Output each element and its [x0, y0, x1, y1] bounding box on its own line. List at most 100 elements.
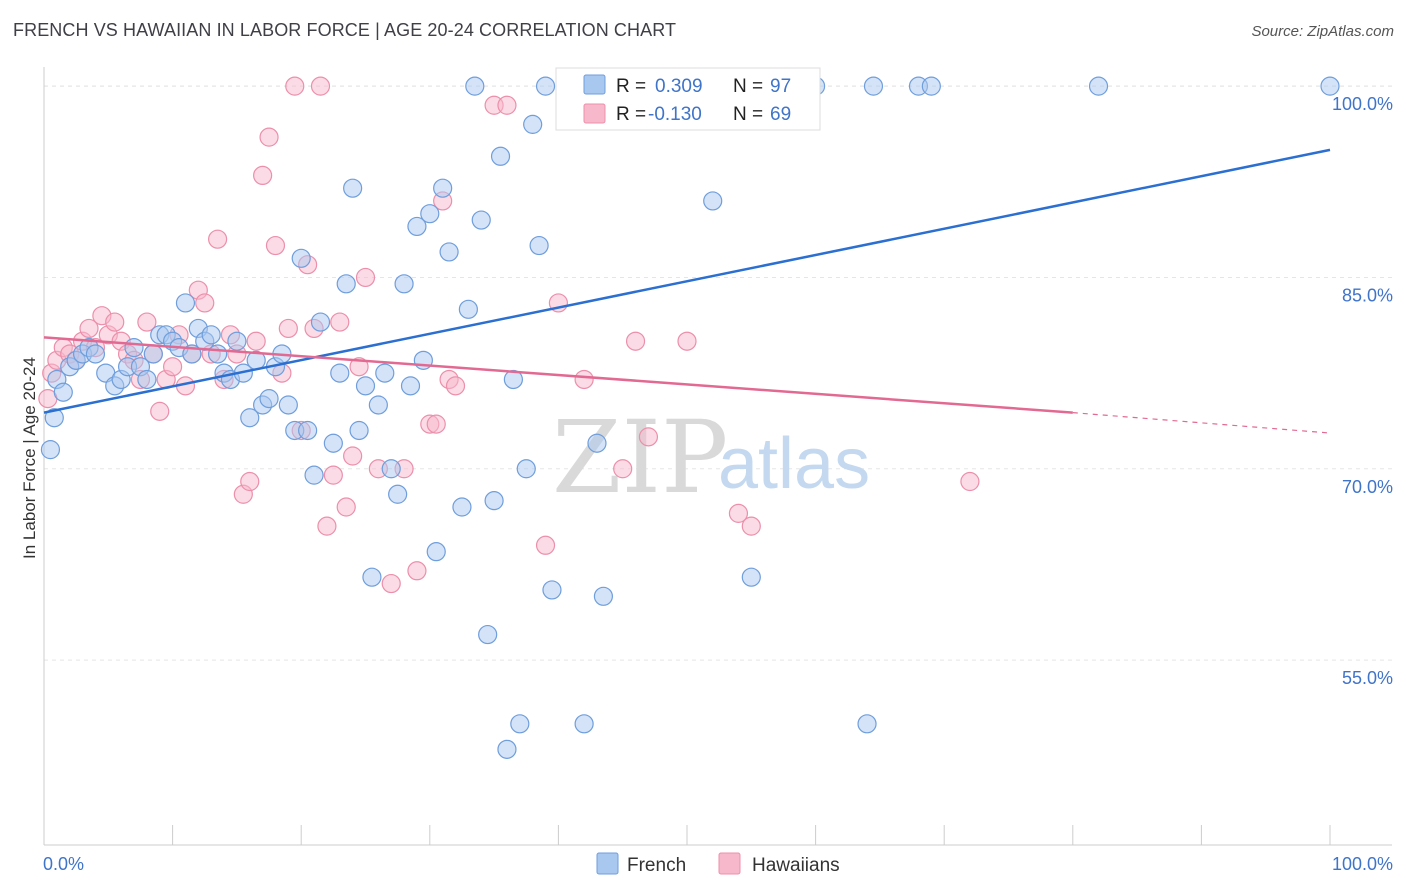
french-point [407, 216, 427, 237]
french-point [1320, 76, 1340, 96]
french-point [240, 408, 260, 428]
french-point [471, 210, 491, 230]
stats-legend: R = 0.309 N = 97 R = -0.130 N = 69 [555, 67, 821, 131]
hawaiians-r-value: -0.130 [648, 104, 702, 125]
french-point [465, 76, 485, 96]
french-point [433, 178, 453, 198]
hawaiians-point [317, 516, 337, 536]
hawaiians-legend-swatch [583, 103, 606, 124]
hawaiians-point [426, 414, 446, 434]
hawaiians-point [330, 312, 350, 332]
french-point [523, 114, 543, 134]
french-point [439, 242, 459, 262]
french-point [497, 739, 517, 759]
french-point [40, 440, 61, 460]
y-tick-label: 55.0% [1342, 668, 1393, 688]
french-point [304, 465, 324, 485]
hawaiians-point [253, 165, 273, 186]
french-legend-swatch [583, 74, 606, 95]
hawaiians-point [240, 471, 260, 492]
french-point [53, 382, 73, 402]
hawaiians-trend-line [43, 336, 1073, 414]
french-point [143, 344, 163, 364]
hawaiians-point [278, 318, 298, 339]
hawaiians-point [208, 229, 228, 249]
y-tick-labels: 100.0% 85.0% 70.0% 55.0% [1332, 94, 1393, 688]
x-tick-label: 100.0% [1332, 854, 1393, 874]
french-point [362, 567, 382, 587]
hawaiians-point [105, 312, 125, 332]
french-point [703, 191, 723, 211]
french-point [490, 146, 511, 166]
hawaiians-point [497, 95, 517, 115]
french-point [420, 204, 440, 224]
french-point [310, 312, 331, 332]
hawaiians-series-swatch [718, 852, 741, 875]
hawaiians-point [349, 357, 369, 377]
french-point [921, 76, 941, 96]
french-point [516, 459, 536, 479]
french-point [330, 363, 350, 383]
hawaiians-point [323, 465, 343, 485]
hawaiians-point [638, 427, 659, 447]
hawaiians-point [195, 293, 215, 313]
hawaiians-point [246, 331, 266, 351]
hawaiians-point [265, 235, 286, 256]
french-point [574, 714, 594, 734]
french-point [535, 76, 556, 96]
hawaiians-point [137, 312, 157, 332]
french-point [484, 491, 504, 511]
hawaiians-point [613, 459, 633, 479]
french-point [336, 274, 356, 294]
hawaiians-point [535, 535, 556, 555]
french-series-label: French [627, 855, 686, 876]
french-point [857, 714, 877, 734]
hawaiians-point [960, 471, 980, 492]
hawaiians-point [445, 376, 466, 396]
french-point [343, 178, 363, 198]
hawaiians-point [407, 561, 427, 581]
french-point [349, 420, 369, 441]
french-point [44, 408, 64, 428]
french-point [863, 76, 884, 96]
french-point [458, 299, 478, 319]
hawaiians-point [574, 369, 594, 390]
french-point [85, 344, 106, 364]
hawaiians-point [625, 331, 646, 351]
series-legend: French Hawaiians [596, 852, 840, 876]
french-point [259, 389, 279, 409]
french-point [175, 293, 196, 313]
french-point [529, 235, 549, 256]
hawaiians-r-label: R = [616, 104, 646, 125]
hawaiians-point [259, 127, 279, 147]
french-point [227, 331, 247, 351]
hawaiians-point [336, 497, 356, 517]
watermark-atlas: atlas [718, 424, 870, 504]
y-tick-label: 100.0% [1332, 94, 1393, 114]
french-point [587, 433, 607, 453]
french-point [741, 567, 761, 587]
french-point [355, 376, 376, 396]
french-point [593, 586, 614, 606]
french-point [394, 274, 414, 294]
french-point [426, 542, 446, 562]
y-tick-label: 70.0% [1342, 477, 1393, 497]
hawaiians-point [285, 76, 305, 96]
hawaiians-point [343, 446, 363, 466]
hawaiians-point [355, 267, 376, 288]
y-axis-title: In Labor Force | Age 20-24 [20, 357, 39, 559]
french-point [201, 325, 221, 345]
hawaiians-point [741, 516, 761, 536]
hawaiians-point [79, 318, 99, 339]
french-point [375, 363, 395, 383]
french-point [291, 248, 311, 268]
hawaiians-point [677, 331, 697, 351]
french-point [510, 714, 530, 734]
hawaiians-n-value: 69 [770, 104, 791, 125]
hawaiians-point [381, 573, 401, 594]
french-point [388, 484, 408, 504]
french-point [278, 395, 298, 415]
source-credit: Source: ZipAtlas.com [1251, 23, 1394, 40]
french-point [381, 459, 401, 479]
